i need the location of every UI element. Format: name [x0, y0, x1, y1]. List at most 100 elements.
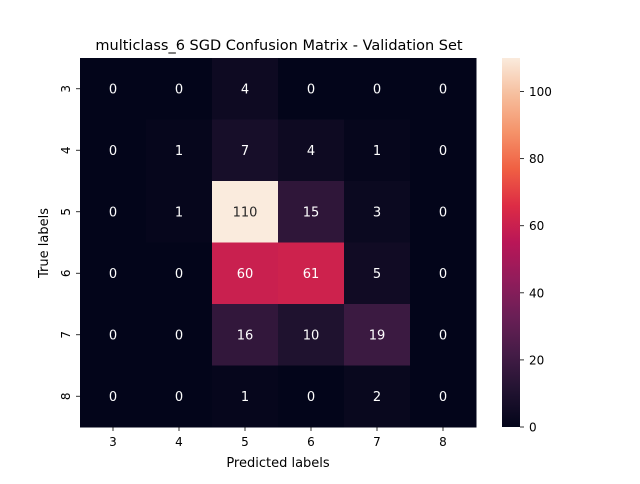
heatmap-cell — [278, 58, 345, 120]
y-tick-label: 4 — [59, 146, 73, 154]
heatmap-cell — [80, 119, 147, 182]
heatmap-cell — [278, 181, 345, 243]
colorbar — [502, 58, 520, 427]
heatmap-cell — [344, 365, 411, 428]
cell-value-label: 60 — [237, 267, 254, 282]
cell-value-label: 1 — [241, 390, 249, 405]
heatmap-cell — [410, 119, 477, 182]
colorbar-tick-label: 80 — [529, 152, 544, 166]
colorbar-tick-label: 0 — [529, 421, 537, 435]
heatmap-cell — [146, 304, 213, 366]
heatmap-cell — [212, 365, 279, 428]
x-axis-ticks: 3 4 5 6 7 8 — [109, 427, 447, 449]
cell-value-label: 1 — [175, 144, 183, 159]
heatmap-cell — [80, 304, 147, 366]
heatmap-cell — [146, 365, 213, 428]
heatmap-cell — [80, 365, 147, 428]
y-tick-label: 3 — [59, 85, 73, 93]
heatmap-cell — [212, 242, 279, 305]
x-tick-label: 8 — [439, 435, 447, 449]
cell-value-label: 0 — [109, 390, 117, 405]
cell-value-label: 0 — [439, 267, 447, 282]
x-tick-label: 3 — [109, 435, 117, 449]
x-tick-label: 6 — [307, 435, 315, 449]
cell-value-label: 0 — [439, 390, 447, 405]
cell-value-label: 0 — [439, 328, 447, 343]
x-tick-label: 4 — [175, 435, 183, 449]
heatmap-cell — [146, 242, 213, 305]
y-tick-label: 5 — [59, 208, 73, 216]
heatmap-cell — [212, 119, 279, 182]
heatmap-cell — [410, 181, 477, 243]
heatmap-cell — [212, 181, 279, 243]
cell-value-label: 0 — [109, 328, 117, 343]
cell-value-label: 0 — [373, 82, 381, 97]
cell-value-label: 7 — [241, 144, 249, 159]
heatmap-cell — [80, 242, 147, 305]
heatmap-cell — [344, 181, 411, 243]
colorbar-tick-label: 40 — [529, 286, 544, 300]
y-axis-ticks: 3 4 5 6 7 8 — [59, 85, 80, 400]
y-tick-label: 7 — [59, 331, 73, 339]
x-axis-label: Predicted labels — [226, 456, 330, 471]
cell-value-label: 4 — [307, 144, 315, 159]
heatmap-cell — [410, 58, 477, 120]
cell-value-label: 0 — [175, 82, 183, 97]
y-axis-label: True labels — [37, 208, 52, 279]
heatmap-cell — [410, 365, 477, 428]
cell-value-label: 2 — [373, 390, 381, 405]
cell-value-label: 0 — [307, 82, 315, 97]
heatmap-cell — [278, 119, 345, 182]
cell-value-label: 61 — [303, 267, 320, 282]
colorbar-tick-label: 60 — [529, 219, 544, 233]
x-tick-label: 5 — [241, 435, 249, 449]
cell-value-label: 3 — [373, 205, 381, 220]
cell-value-label: 15 — [303, 205, 320, 220]
cell-value-label: 0 — [439, 144, 447, 159]
cell-value-label: 4 — [241, 82, 249, 97]
heatmap-cell — [344, 58, 411, 120]
heatmap-cell — [278, 242, 345, 305]
cell-value-label: 1 — [175, 205, 183, 220]
cell-value-label: 0 — [175, 390, 183, 405]
cell-value-label: 110 — [233, 205, 258, 220]
cell-value-label: 0 — [439, 205, 447, 220]
heatmap-cells — [80, 58, 477, 428]
heatmap-cell — [278, 304, 345, 366]
heatmap-cell — [410, 242, 477, 305]
cell-value-label: 0 — [307, 390, 315, 405]
heatmap-cell — [146, 181, 213, 243]
heatmap-cell — [410, 304, 477, 366]
heatmap-cell — [344, 242, 411, 305]
heatmap-cell — [146, 119, 213, 182]
colorbar-tick-label: 20 — [529, 353, 544, 367]
cell-value-label: 1 — [373, 144, 381, 159]
cell-value-label: 0 — [109, 267, 117, 282]
cell-value-label: 0 — [109, 205, 117, 220]
x-tick-label: 7 — [373, 435, 381, 449]
heatmap-cell — [80, 58, 147, 120]
chart-title: multiclass_6 SGD Confusion Matrix - Vali… — [95, 38, 463, 54]
heatmap-cell — [212, 304, 279, 366]
cell-value-label: 0 — [175, 328, 183, 343]
cell-value-label: 10 — [303, 328, 320, 343]
heatmap-cell — [146, 58, 213, 120]
y-tick-label: 6 — [59, 269, 73, 277]
heatmap-cell — [278, 365, 345, 428]
cell-value-label: 0 — [175, 267, 183, 282]
cell-value-label: 19 — [369, 328, 386, 343]
colorbar-tick-label: 100 — [529, 85, 552, 99]
cell-value-label: 5 — [373, 267, 381, 282]
cell-value-label: 0 — [109, 82, 117, 97]
y-tick-label: 8 — [59, 392, 73, 400]
cell-value-label: 0 — [109, 144, 117, 159]
heatmap-cell — [212, 58, 279, 120]
cell-value-label: 0 — [439, 82, 447, 97]
heatmap-cell — [344, 119, 411, 182]
colorbar-ticks: 0 20 40 60 80 100 — [520, 85, 552, 435]
heatmap-cell-labels: 0 0 4 0 0 00 1 7 4 1 00 1 110 15 3 00 0 60 61 5 00 0 16 10 19 00 0… — [109, 82, 447, 405]
heatmap-cell — [80, 181, 147, 243]
heatmap-cell — [344, 304, 411, 366]
